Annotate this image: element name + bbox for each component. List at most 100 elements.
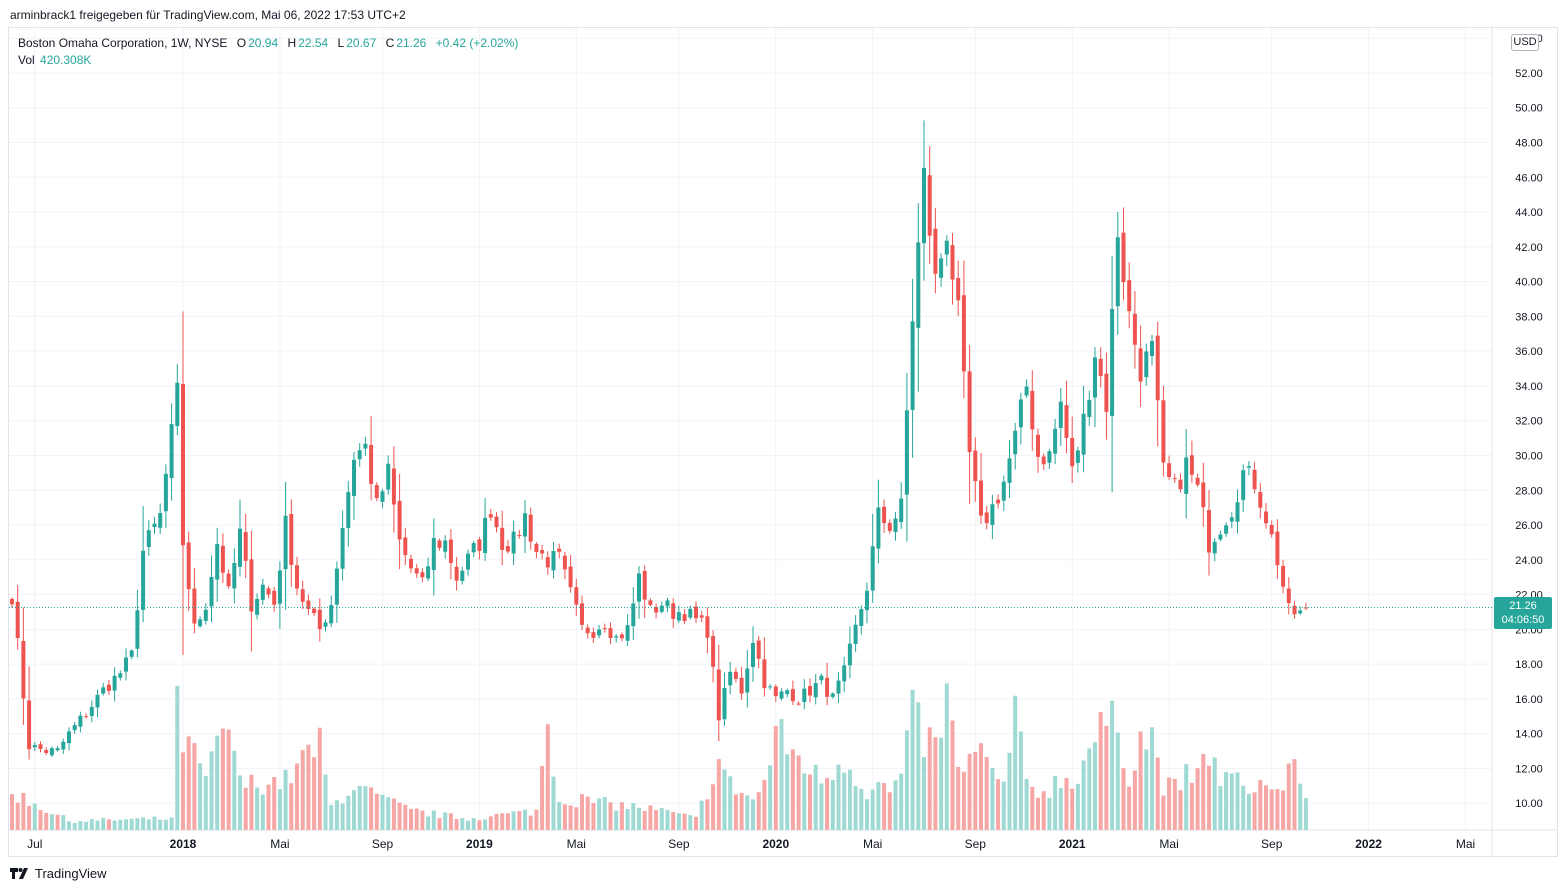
candle-body bbox=[808, 686, 812, 696]
candle-body bbox=[1041, 456, 1046, 465]
candle-body bbox=[306, 600, 311, 609]
candle-body bbox=[625, 625, 630, 641]
volume-bar bbox=[882, 783, 887, 830]
volume-bar bbox=[1189, 782, 1194, 830]
volume-bar bbox=[1161, 795, 1166, 830]
candle-body bbox=[38, 744, 43, 749]
candle-body bbox=[1121, 232, 1126, 283]
footer-brand[interactable]: TradingView bbox=[10, 866, 107, 881]
volume-bar bbox=[454, 819, 459, 830]
candle-body bbox=[899, 498, 904, 523]
candle-body bbox=[266, 588, 271, 595]
volume-bar bbox=[1292, 759, 1297, 830]
volume-bar bbox=[488, 816, 493, 830]
y-tick-label: 42.00 bbox=[1515, 242, 1543, 254]
candle-body bbox=[346, 492, 351, 529]
candle-body bbox=[84, 716, 89, 718]
candle-body bbox=[272, 590, 277, 605]
candle-body bbox=[95, 694, 100, 708]
volume-bar bbox=[528, 815, 533, 830]
chart-legend: Boston Omaha Corporation, 1W, NYSE O 20.9… bbox=[18, 35, 520, 69]
candle-body bbox=[1075, 450, 1080, 463]
volume-bar bbox=[1075, 783, 1080, 830]
candle-body bbox=[1024, 386, 1029, 396]
candle-body bbox=[819, 675, 824, 681]
candle-body bbox=[106, 684, 111, 691]
y-tick-label: 16.00 bbox=[1515, 694, 1543, 706]
volume-bar bbox=[682, 813, 687, 830]
candle-body bbox=[146, 530, 151, 547]
candle-body bbox=[637, 573, 641, 602]
x-tick-label: Mai bbox=[270, 837, 289, 851]
candle-body bbox=[488, 514, 493, 518]
volume-bar bbox=[198, 763, 203, 830]
volume-bar bbox=[312, 757, 317, 830]
volume-bar bbox=[500, 813, 505, 830]
candle-body bbox=[676, 612, 681, 621]
candle-body bbox=[44, 749, 49, 753]
x-tick-label: 2018 bbox=[170, 837, 197, 851]
candle-body bbox=[545, 557, 550, 568]
volume-bar bbox=[505, 813, 510, 830]
candle-body bbox=[363, 443, 368, 449]
open-value: 20.94 bbox=[248, 36, 279, 50]
volume-bar bbox=[32, 803, 37, 830]
high-value: 22.54 bbox=[298, 36, 329, 50]
x-tick-label: Mai bbox=[567, 837, 586, 851]
volume-bar bbox=[631, 802, 636, 830]
volume-bar bbox=[334, 800, 339, 830]
volume-bar bbox=[1144, 749, 1149, 830]
volume-bar bbox=[1087, 748, 1092, 830]
volume-bar bbox=[1127, 786, 1132, 830]
candle-body bbox=[842, 665, 847, 682]
volume-bar bbox=[106, 819, 111, 830]
volume-bar bbox=[163, 819, 168, 830]
volume-bar bbox=[1138, 731, 1143, 830]
volume-bar bbox=[175, 685, 180, 830]
candle-body bbox=[135, 610, 140, 649]
candle-body bbox=[682, 614, 687, 622]
y-tick-label: 50.00 bbox=[1515, 103, 1543, 115]
candle-body bbox=[511, 531, 516, 554]
candle-body bbox=[454, 566, 459, 581]
volume-bar bbox=[15, 802, 20, 830]
candle-body bbox=[255, 598, 260, 615]
candle-body bbox=[460, 570, 465, 582]
volume-bar bbox=[688, 815, 693, 830]
candle-body bbox=[585, 627, 590, 634]
candle-body bbox=[1269, 525, 1274, 535]
volume-bar bbox=[448, 813, 453, 830]
candle-body bbox=[1252, 469, 1257, 490]
volume-bar bbox=[676, 813, 681, 830]
volume-label[interactable]: Vol bbox=[18, 53, 35, 67]
candle-body bbox=[1064, 405, 1069, 438]
candle-body bbox=[1281, 565, 1286, 587]
volume-bar bbox=[722, 769, 727, 830]
volume-bar bbox=[386, 797, 391, 830]
candle-body bbox=[1098, 358, 1103, 376]
volume-bar bbox=[1195, 768, 1200, 830]
volume-bar bbox=[1212, 757, 1217, 830]
volume-bar bbox=[842, 772, 847, 830]
volume-bar bbox=[101, 817, 106, 830]
volume-bar bbox=[95, 820, 100, 830]
candle-body bbox=[711, 636, 716, 667]
volume-bar bbox=[277, 789, 282, 830]
volume-bar bbox=[1229, 773, 1234, 830]
currency-button[interactable]: USD bbox=[1511, 34, 1539, 51]
candle-body bbox=[853, 624, 858, 644]
volume-bar bbox=[1081, 760, 1086, 830]
candle-body bbox=[716, 669, 721, 721]
volume-bar bbox=[397, 802, 402, 830]
volume-bar bbox=[1246, 793, 1251, 830]
candle-body bbox=[1093, 357, 1097, 398]
y-tick-label: 32.00 bbox=[1515, 416, 1543, 428]
candle-body bbox=[733, 671, 738, 679]
volume-bar bbox=[904, 730, 909, 830]
candle-body bbox=[203, 609, 208, 621]
candle-body bbox=[32, 744, 37, 748]
candle-body bbox=[1167, 463, 1172, 478]
symbol-title[interactable]: Boston Omaha Corporation, 1W, NYSE bbox=[18, 36, 228, 50]
volume-bar bbox=[1241, 785, 1246, 830]
